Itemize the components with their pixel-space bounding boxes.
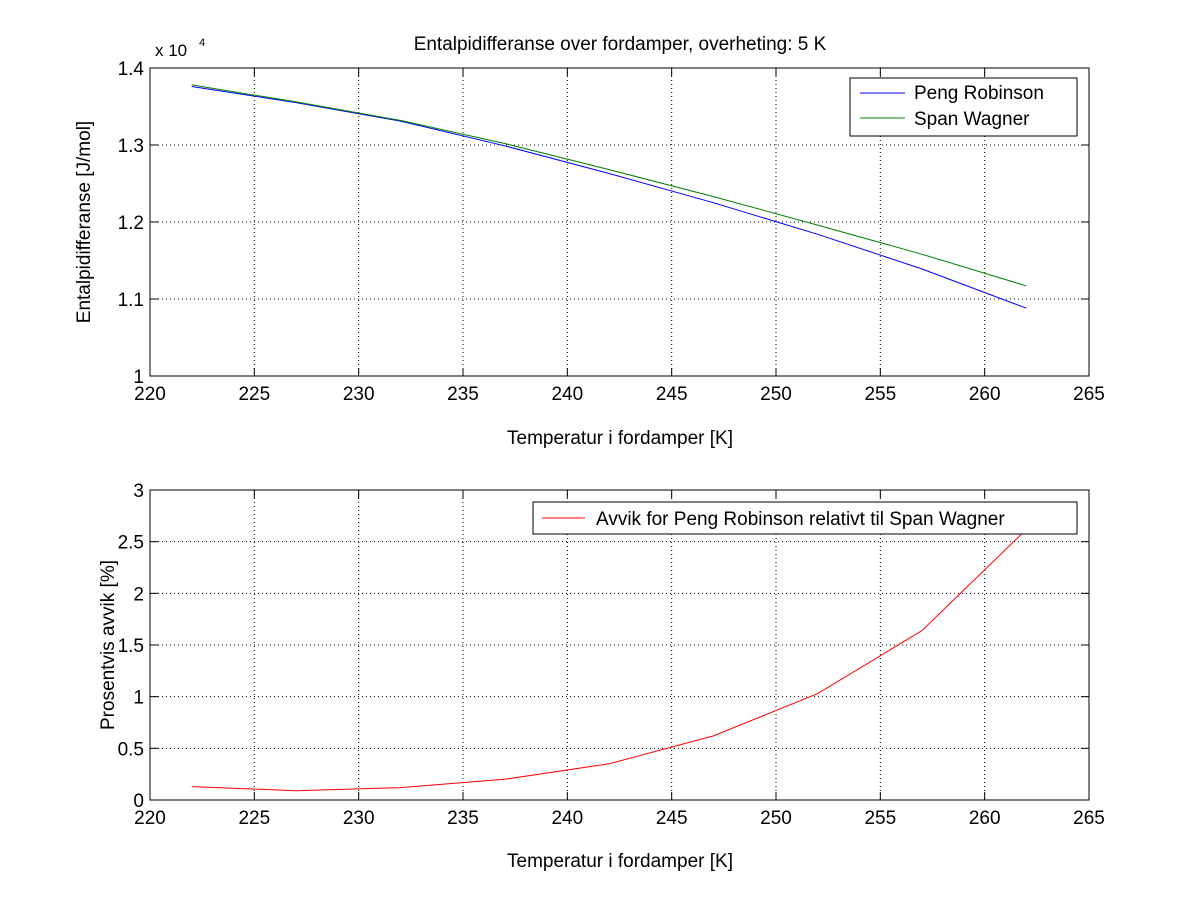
top-x-axis-label: Temperatur i fordamper [K] <box>507 428 733 449</box>
top-exponent-power: 4 <box>199 37 205 49</box>
top-ytick-label: 1.2 <box>118 213 144 234</box>
bottom-xtick-label: 235 <box>447 808 479 829</box>
top-xtick-label: 220 <box>134 384 166 405</box>
top-ytick-label: 1.4 <box>118 59 145 80</box>
top-xtick-label: 235 <box>447 384 479 405</box>
top-plot-title: Entalpidifferanse over fordamper, overhe… <box>414 34 827 55</box>
top-y-axis-label: Entalpidifferanse [J/mol] <box>74 121 95 323</box>
bottom-ytick-label: 0 <box>133 791 144 812</box>
top-xtick-label: 260 <box>969 384 1001 405</box>
top-ytick-label: 1.3 <box>118 136 144 157</box>
top-series-line-peng-robinson <box>191 86 1027 309</box>
bottom-series-group <box>191 528 1027 792</box>
bottom-ytick-label: 1.5 <box>118 636 144 657</box>
bottom-legend: Avvik for Peng Robinson relativt til Spa… <box>532 501 1078 535</box>
bottom-series-line-avvik-for <box>191 528 1027 792</box>
top-xtick-label: 225 <box>238 384 270 405</box>
top-xtick-label: 245 <box>656 384 688 405</box>
bottom-ytick-label: 0.5 <box>118 739 144 760</box>
top-ytick-label: 1 <box>133 367 144 388</box>
bottom-xtick-label: 255 <box>864 808 896 829</box>
bottom-xtick-label: 265 <box>1073 808 1105 829</box>
top-plot: Entalpidifferanse over fordamper, overhe… <box>74 34 1105 449</box>
top-legend-box <box>849 77 1078 137</box>
top-xtick-label: 255 <box>864 384 896 405</box>
bottom-xtick-label: 260 <box>969 808 1001 829</box>
bottom-ytick-label: 2 <box>133 584 144 605</box>
top-xtick-label: 230 <box>343 384 375 405</box>
bottom-ticks: 220 225 230 235 240 245 250 255 260 265 0 0.5 1 1.5 2 2… <box>118 481 1105 829</box>
bottom-xtick-label: 225 <box>238 808 270 829</box>
bottom-xtick-label: 240 <box>551 808 583 829</box>
legend-label-span-wagner: Span Wagner <box>914 109 1030 130</box>
top-series-line-span-wagner <box>191 84 1027 287</box>
top-grid <box>150 68 1089 376</box>
top-xtick-label: 240 <box>551 384 583 405</box>
bottom-ytick-label: 2.5 <box>118 533 144 554</box>
bottom-xtick-label: 230 <box>343 808 375 829</box>
top-xtick-label: 265 <box>1073 384 1105 405</box>
top-series-group <box>191 84 1027 309</box>
bottom-grid <box>150 490 1089 800</box>
bottom-x-axis-label: Temperatur i fordamper [K] <box>507 851 733 872</box>
legend-label-peng-robinson: Peng Robinson <box>914 83 1044 104</box>
bottom-ytick-label: 1 <box>133 688 144 709</box>
bottom-legend-box <box>532 501 1078 535</box>
bottom-plot: 220 225 230 235 240 245 250 255 260 265 0 0.5 1 1.5 2 2… <box>98 481 1105 872</box>
bottom-xtick-label: 250 <box>760 808 792 829</box>
bottom-xtick-label: 245 <box>656 808 688 829</box>
top-xtick-label: 250 <box>760 384 792 405</box>
top-legend: Peng Robinson Span Wagner <box>849 77 1078 137</box>
bottom-y-axis-label: Prosentvis avvik [%] <box>98 560 119 730</box>
bottom-xtick-label: 220 <box>134 808 166 829</box>
legend-label-avvik: Avvik for Peng Robinson relativt til Spa… <box>596 509 1005 530</box>
top-ticks: 220 225 230 235 240 245 250 255 260 265 1 1.1 1.2 1.3… <box>118 59 1105 405</box>
bottom-ytick-label: 3 <box>133 481 144 502</box>
top-ytick-label: 1.1 <box>118 290 144 311</box>
top-exponent-base: x 10 <box>155 41 187 60</box>
